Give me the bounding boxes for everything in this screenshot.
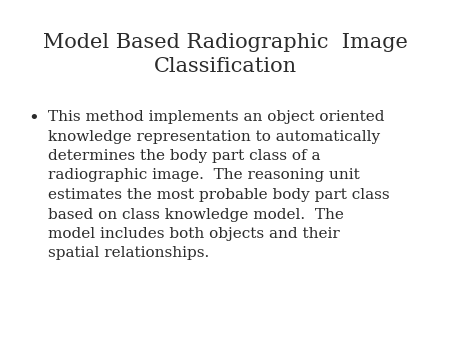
Text: This method implements an object oriented
knowledge representation to automatica: This method implements an object oriente… — [48, 110, 390, 261]
Text: Model Based Radiographic  Image
Classification: Model Based Radiographic Image Classific… — [43, 33, 407, 76]
Text: •: • — [28, 110, 39, 128]
